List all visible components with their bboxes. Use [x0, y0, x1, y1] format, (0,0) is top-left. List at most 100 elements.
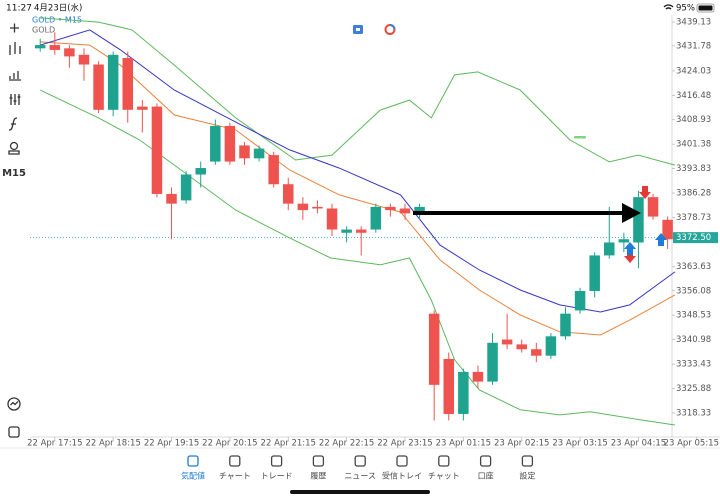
tab-icon: [312, 455, 325, 467]
y-tick-label: 3378.73: [676, 213, 711, 223]
x-tick-label: 23 Apr 03:15: [552, 439, 607, 449]
tab-icon: [521, 455, 534, 467]
candle-body: [93, 64, 104, 110]
y-tick-label: 3386.28: [676, 189, 711, 199]
toolbar-top[interactable]: [353, 24, 396, 35]
tab-item[interactable]: ニュース: [344, 455, 376, 481]
buy-signal: [624, 233, 667, 255]
tab-label: 気配値: [181, 471, 205, 481]
candle-body: [151, 106, 163, 194]
candle-body: [560, 313, 571, 337]
timeframe-button[interactable]: M15: [2, 168, 26, 179]
tab-icon: [396, 455, 408, 467]
status-time: 11:27: [6, 4, 32, 14]
tab-label: ニュース: [344, 472, 376, 481]
symbol-name: GOLD: [32, 26, 55, 35]
candle-body: [195, 168, 206, 175]
wifi-icon: [663, 4, 674, 10]
x-tick-label: 22 Apr 23:15: [377, 439, 432, 449]
candle-body: [604, 242, 615, 256]
candle-body: [137, 106, 148, 110]
candle-body: [574, 291, 586, 311]
candle-body: [283, 184, 294, 204]
y-tick-label: 3325.88: [676, 384, 711, 394]
x-tick-label: 23 Apr 02:15: [494, 439, 549, 449]
candle-body: [312, 206, 323, 209]
tab-item[interactable]: 受信トレイ: [382, 455, 422, 481]
left-toolbar[interactable]: [7, 23, 21, 438]
candle-body: [64, 48, 75, 57]
candle-body: [297, 203, 309, 211]
tab-icon: [354, 455, 366, 467]
status-battery-text: 95%: [676, 4, 695, 14]
candle-body: [78, 54, 90, 65]
y-tick-label: 3401.38: [676, 140, 711, 150]
tab-item[interactable]: チャット: [428, 455, 460, 481]
candle-body: [49, 45, 61, 50]
candle-body: [341, 229, 352, 233]
candle-body: [662, 219, 673, 240]
y-tick-label: 3340.98: [676, 335, 711, 345]
y-tick-label: 3348.53: [676, 311, 711, 321]
current-price-label: 3372.50: [676, 233, 711, 243]
symbol-label: GOLD • M15: [32, 16, 82, 25]
tab-item[interactable]: 履歴: [310, 455, 326, 481]
x-tick-label: 22 Apr 19:15: [144, 439, 199, 449]
candle-body: [239, 145, 250, 159]
indicator-line: [40, 17, 676, 166]
candle-body: [210, 125, 221, 162]
candle-body: [443, 358, 455, 414]
tab-label: トレード: [261, 472, 293, 481]
x-tick-label: 23 Apr 01:15: [436, 439, 491, 449]
candle-body: [385, 206, 396, 211]
candle-body: [355, 229, 367, 233]
candle-body: [633, 197, 644, 243]
candle-body: [545, 336, 557, 356]
tab-item[interactable]: 気配値: [181, 455, 205, 481]
candle-body: [647, 197, 659, 217]
tab-label: チャット: [428, 472, 460, 481]
candle-body: [531, 349, 542, 356]
chart-object: [574, 136, 586, 139]
y-tick-label: 3318.33: [676, 408, 711, 418]
x-tick-label: 22 Apr 20:15: [202, 439, 257, 449]
candle-body: [618, 239, 630, 243]
tab-label: 口座: [478, 471, 494, 481]
battery-icon: [696, 3, 715, 13]
tab-item[interactable]: トレード: [261, 455, 293, 481]
candle-body: [253, 148, 265, 159]
tab-item[interactable]: 設定: [519, 455, 535, 481]
candle-body: [472, 371, 484, 382]
tab-label: チャート: [219, 472, 251, 481]
x-tick-label: 22 Apr 21:15: [261, 439, 316, 449]
candle-body: [501, 339, 513, 345]
y-tick-label: 3439.13: [676, 18, 711, 28]
tab-label: 履歴: [310, 472, 326, 481]
candle-body: [487, 342, 498, 382]
candle-body: [107, 54, 119, 110]
y-tick-label: 3333.43: [676, 360, 711, 370]
indicator-line: [39, 89, 675, 426]
tab-icon: [479, 455, 492, 467]
x-tick-label: 23 Apr 04:15: [611, 439, 666, 449]
candle-body: [224, 125, 236, 162]
tab-item[interactable]: チャート: [219, 455, 251, 481]
y-tick-label: 3363.63: [676, 262, 711, 272]
candle-body: [589, 255, 600, 292]
tab-label: 設定: [519, 471, 535, 481]
trend-arrow-head: [622, 203, 641, 223]
candle-body: [268, 155, 279, 185]
current-price-box: [673, 232, 718, 244]
tab-icon: [270, 455, 283, 467]
tab-icon: [187, 455, 199, 467]
y-tick-label: 3408.93: [676, 115, 711, 125]
status-date: 4月23日(水): [34, 3, 82, 14]
y-tick-label: 3431.78: [676, 41, 711, 51]
candle-body: [180, 174, 192, 201]
tab-item[interactable]: 口座: [478, 455, 494, 481]
y-tick-label: 3416.48: [676, 91, 711, 101]
tab-label: 受信トレイ: [382, 471, 422, 481]
candle-body: [122, 58, 134, 110]
tab-icon: [438, 455, 450, 467]
